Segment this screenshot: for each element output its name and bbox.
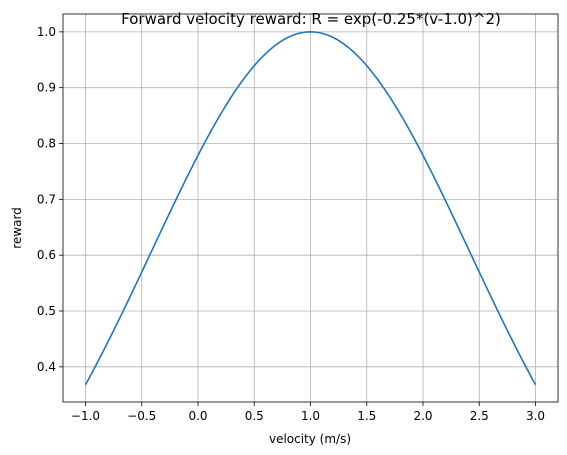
y-axis-label: reward (10, 207, 24, 249)
x-tick-label: −1.0 (71, 409, 100, 423)
y-tick-label: 0.7 (37, 192, 56, 206)
x-tick-label: 0.0 (188, 409, 207, 423)
y-tick-label: 0.8 (37, 137, 56, 151)
x-tick-label: 1.5 (357, 409, 376, 423)
series-layer (84, 31, 537, 386)
x-tick-label: 1.0 (301, 409, 320, 423)
grid (63, 14, 558, 402)
x-tick-label: 2.0 (413, 409, 432, 423)
y-tick-label: 1.0 (37, 25, 56, 39)
y-tick-label: 0.5 (37, 304, 56, 318)
x-tick-label: 0.5 (245, 409, 264, 423)
ticks: −1.0 −0.5 0.0 0.5 1.0 1.5 2.0 2.5 3.0 0.4 0.5 0.6 0.… (37, 25, 545, 423)
x-tick-label: 3.0 (526, 409, 545, 423)
x-tick-label: −0.5 (127, 409, 156, 423)
y-tick-label: 0.9 (37, 81, 56, 95)
reward-curve-line (84, 31, 537, 386)
chart-title: Forward velocity reward: R = exp(-0.25*(… (121, 10, 501, 28)
x-axis-label: velocity (m/s) (269, 432, 351, 446)
y-tick-label: 0.6 (37, 248, 56, 262)
y-tick-label: 0.4 (37, 360, 56, 374)
x-tick-label: 2.5 (470, 409, 489, 423)
